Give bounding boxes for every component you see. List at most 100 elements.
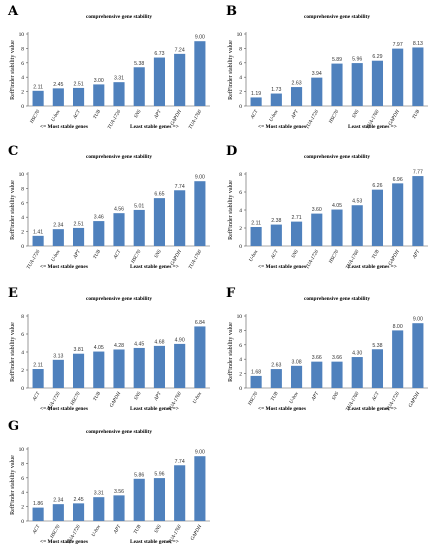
y-tick-label: 0 xyxy=(21,104,24,110)
y-tick-label: 0 xyxy=(21,244,24,250)
data-label: 7.97 xyxy=(393,42,403,48)
bar-SNS xyxy=(290,221,303,246)
y-tick-label: 4 xyxy=(239,75,242,81)
x-tick-label: ACT xyxy=(270,248,280,260)
bar-U-box xyxy=(290,365,303,388)
x-tick-label: APT xyxy=(113,523,123,535)
footer-least-stable: Least stable genes => xyxy=(130,406,179,412)
bar-SNS xyxy=(351,63,363,106)
bar-U-box xyxy=(52,88,64,106)
y-axis-label: RefFinder stability value xyxy=(227,322,234,382)
bar-TUA-1726 xyxy=(311,77,323,106)
y-tick-label: 6 xyxy=(239,61,242,67)
data-label: 6.73 xyxy=(154,51,164,57)
data-label: 6.65 xyxy=(154,192,164,198)
bar-GAPDH xyxy=(392,183,404,246)
y-tick-label: 8 xyxy=(239,172,242,178)
x-tick-label: SNS xyxy=(134,391,143,401)
footer-least-stable: Least stable genes => xyxy=(130,124,179,130)
x-tick-label: APT xyxy=(73,248,83,260)
bar-TUA-1726 xyxy=(392,330,404,388)
bar-GAPDH xyxy=(392,48,404,106)
data-label: 4.30 xyxy=(352,351,362,357)
y-tick-label: 6 xyxy=(21,201,24,207)
footer-least-stable: Least stable genes => xyxy=(348,124,397,130)
y-axis-label: RefFinder stability value xyxy=(227,40,234,100)
x-tick-label: TUA-1726 xyxy=(305,249,320,270)
chart-title: comprehensive gene stability xyxy=(304,296,370,302)
data-label: 4.56 xyxy=(114,207,124,213)
data-label: 6.84 xyxy=(195,320,205,326)
bar-TUB xyxy=(412,47,424,106)
data-label: 2.63 xyxy=(271,363,281,369)
bar-SNS xyxy=(133,347,145,388)
bar-APT xyxy=(290,87,303,106)
y-tick-label: 6 xyxy=(21,61,24,67)
data-label: 5.01 xyxy=(134,203,144,209)
data-label: 2.51 xyxy=(74,81,84,87)
y-tick-label: 6 xyxy=(21,476,24,482)
data-label: 9.00 xyxy=(195,35,205,41)
bar-TUA-1760 xyxy=(194,41,206,107)
x-tick-label: U-box xyxy=(289,391,300,405)
data-label: 6.96 xyxy=(393,177,403,183)
footer-most-stable: <= Most stable genes xyxy=(40,539,88,545)
bar-SNS xyxy=(133,67,145,106)
data-label: 9.00 xyxy=(195,175,205,181)
data-label: 1.41 xyxy=(33,229,43,235)
y-tick-label: 6 xyxy=(239,343,242,349)
data-label: 2.51 xyxy=(74,221,84,227)
bar-U-box xyxy=(52,229,64,246)
data-label: 7.77 xyxy=(413,170,423,176)
bar-TUB xyxy=(270,369,282,388)
data-label: 4.68 xyxy=(154,339,164,345)
x-tick-label: GAPDH xyxy=(190,524,203,542)
chart-title: comprehensive gene stability xyxy=(86,14,152,20)
x-tick-label: SNS xyxy=(291,249,300,259)
y-tick-label: 0 xyxy=(239,386,242,392)
x-tick-label: U-box xyxy=(249,249,260,263)
x-tick-label: SNS xyxy=(352,109,361,119)
y-tick-label: 2 xyxy=(239,90,242,96)
y-axis-label: RefFinder stability value xyxy=(9,322,16,382)
data-label: 3.60 xyxy=(312,207,322,213)
data-label: 7.74 xyxy=(175,184,185,190)
data-label: 2.34 xyxy=(53,498,63,504)
bar-U-box xyxy=(270,93,282,106)
y-tick-label: 8 xyxy=(239,46,242,52)
x-tick-label: TUA-1726 xyxy=(305,109,320,130)
data-label: 8.13 xyxy=(413,41,423,47)
x-tick-label: SNS xyxy=(134,109,143,119)
data-label: 6.26 xyxy=(372,183,382,189)
bar-APT xyxy=(153,57,166,106)
y-axis-label: RefFinder stability value xyxy=(9,455,16,515)
bar-GAPDH xyxy=(174,53,186,106)
bar-GAPDH xyxy=(412,323,424,388)
x-tick-label: HSC70 xyxy=(50,524,62,540)
y-tick-label: 4 xyxy=(21,215,24,221)
footer-most-stable: <= Most stable genes xyxy=(40,406,88,412)
y-tick-label: 8 xyxy=(21,461,24,467)
x-tick-label: HSC70 xyxy=(130,249,142,265)
x-tick-label: TUB xyxy=(93,392,102,403)
x-tick-label: TUB xyxy=(133,525,142,536)
x-tick-label: HSC70 xyxy=(328,109,340,125)
data-label: 3.46 xyxy=(94,215,104,221)
bar-HSC70 xyxy=(133,209,145,246)
footer-most-stable: <= Most stable genes xyxy=(258,124,306,130)
data-label: 5.96 xyxy=(352,57,362,63)
data-label: 4.45 xyxy=(134,341,144,347)
y-tick-label: 6 xyxy=(239,190,242,196)
data-label: 3.81 xyxy=(74,347,84,353)
x-tick-label: U-box xyxy=(269,109,280,123)
bar-APT xyxy=(412,176,424,246)
data-label: 3.00 xyxy=(94,78,104,84)
chart-title: comprehensive gene stability xyxy=(304,14,370,20)
bar-TUA-1760 xyxy=(174,465,186,521)
y-tick-label: 4 xyxy=(21,350,24,356)
x-tick-label: TUB xyxy=(271,392,280,403)
bar-HSC70 xyxy=(32,90,44,106)
y-tick-label: 8 xyxy=(21,314,24,320)
x-tick-label: APT xyxy=(291,108,301,120)
